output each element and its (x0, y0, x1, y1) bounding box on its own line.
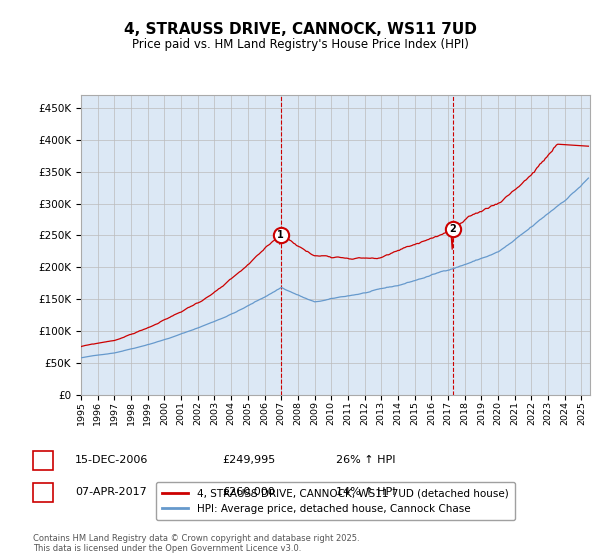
Text: Contains HM Land Registry data © Crown copyright and database right 2025.
This d: Contains HM Land Registry data © Crown c… (33, 534, 359, 553)
Text: 15-DEC-2006: 15-DEC-2006 (75, 455, 148, 465)
Text: 14% ↑ HPI: 14% ↑ HPI (336, 487, 395, 497)
Text: Price paid vs. HM Land Registry's House Price Index (HPI): Price paid vs. HM Land Registry's House … (131, 38, 469, 51)
Text: 4, STRAUSS DRIVE, CANNOCK, WS11 7UD: 4, STRAUSS DRIVE, CANNOCK, WS11 7UD (124, 22, 476, 38)
Text: £249,995: £249,995 (222, 455, 275, 465)
Text: £260,000: £260,000 (222, 487, 275, 497)
Text: 1: 1 (39, 455, 47, 465)
Text: 26% ↑ HPI: 26% ↑ HPI (336, 455, 395, 465)
Text: 1: 1 (277, 231, 284, 240)
Text: 07-APR-2017: 07-APR-2017 (75, 487, 147, 497)
Legend: 4, STRAUSS DRIVE, CANNOCK, WS11 7UD (detached house), HPI: Average price, detach: 4, STRAUSS DRIVE, CANNOCK, WS11 7UD (det… (156, 482, 515, 520)
Text: 2: 2 (449, 224, 456, 234)
Text: 2: 2 (39, 487, 47, 497)
